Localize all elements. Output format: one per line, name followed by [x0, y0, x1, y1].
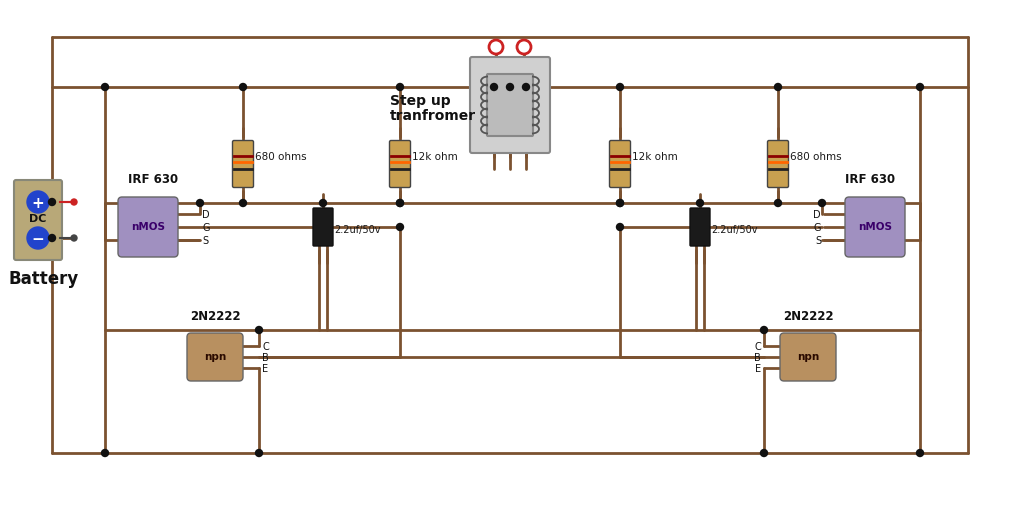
Circle shape: [616, 200, 624, 207]
Text: E: E: [262, 363, 268, 373]
Text: IRF 630: IRF 630: [128, 173, 178, 186]
Text: +: +: [32, 195, 44, 210]
Text: 2.2uf/50v: 2.2uf/50v: [711, 225, 758, 234]
Circle shape: [197, 200, 204, 207]
Text: 2N2222: 2N2222: [189, 310, 241, 322]
Circle shape: [761, 449, 768, 457]
FancyBboxPatch shape: [487, 75, 534, 137]
Circle shape: [396, 200, 403, 207]
Circle shape: [240, 200, 247, 207]
FancyBboxPatch shape: [14, 181, 62, 261]
Circle shape: [396, 200, 403, 207]
Circle shape: [101, 449, 109, 457]
Circle shape: [818, 200, 825, 207]
Circle shape: [616, 200, 624, 207]
Text: nMOS: nMOS: [131, 222, 165, 231]
FancyBboxPatch shape: [470, 58, 550, 154]
FancyBboxPatch shape: [690, 209, 710, 246]
Text: 680 ohms: 680 ohms: [255, 152, 306, 162]
FancyBboxPatch shape: [187, 333, 243, 381]
Circle shape: [916, 84, 924, 91]
Text: C: C: [755, 341, 761, 351]
Text: G: G: [202, 223, 210, 232]
Circle shape: [101, 84, 109, 91]
FancyBboxPatch shape: [313, 209, 333, 246]
Circle shape: [27, 228, 49, 249]
FancyBboxPatch shape: [232, 141, 254, 188]
FancyBboxPatch shape: [768, 141, 788, 188]
Text: 2.2uf/50v: 2.2uf/50v: [334, 225, 381, 234]
Text: S: S: [815, 235, 821, 245]
Circle shape: [507, 84, 513, 91]
Text: E: E: [755, 363, 761, 373]
Circle shape: [256, 449, 262, 457]
Circle shape: [396, 84, 403, 91]
Text: Step up: Step up: [390, 94, 451, 108]
Circle shape: [396, 224, 403, 231]
FancyBboxPatch shape: [118, 197, 178, 258]
Text: nMOS: nMOS: [858, 222, 892, 231]
FancyBboxPatch shape: [609, 141, 631, 188]
Text: B: B: [262, 352, 268, 362]
Text: 12k ohm: 12k ohm: [412, 152, 458, 162]
Text: S: S: [202, 235, 208, 245]
Circle shape: [27, 191, 49, 214]
Circle shape: [774, 200, 781, 207]
Circle shape: [319, 200, 327, 207]
Circle shape: [522, 84, 529, 91]
FancyBboxPatch shape: [845, 197, 905, 258]
Circle shape: [696, 200, 703, 207]
Text: 680 ohms: 680 ohms: [790, 152, 842, 162]
Circle shape: [71, 235, 77, 241]
Text: Battery: Battery: [8, 270, 78, 287]
Text: DC: DC: [30, 214, 47, 224]
Circle shape: [240, 84, 247, 91]
Text: 12k ohm: 12k ohm: [632, 152, 678, 162]
Circle shape: [71, 199, 77, 206]
Circle shape: [616, 84, 624, 91]
Text: 2N2222: 2N2222: [782, 310, 834, 322]
Circle shape: [616, 224, 624, 231]
Text: tranfromer: tranfromer: [390, 109, 476, 123]
Circle shape: [48, 199, 55, 206]
Circle shape: [916, 449, 924, 457]
Text: IRF 630: IRF 630: [845, 173, 895, 186]
FancyBboxPatch shape: [389, 141, 411, 188]
FancyBboxPatch shape: [780, 333, 836, 381]
Circle shape: [761, 327, 768, 334]
Circle shape: [48, 235, 55, 242]
Circle shape: [490, 84, 498, 91]
Text: D: D: [813, 210, 821, 220]
Text: −: −: [32, 231, 44, 246]
Circle shape: [256, 327, 262, 334]
Circle shape: [774, 84, 781, 91]
Text: npn: npn: [797, 351, 819, 361]
Text: B: B: [755, 352, 761, 362]
Text: G: G: [813, 223, 821, 232]
Text: npn: npn: [204, 351, 226, 361]
Text: D: D: [202, 210, 210, 220]
Text: C: C: [262, 341, 268, 351]
